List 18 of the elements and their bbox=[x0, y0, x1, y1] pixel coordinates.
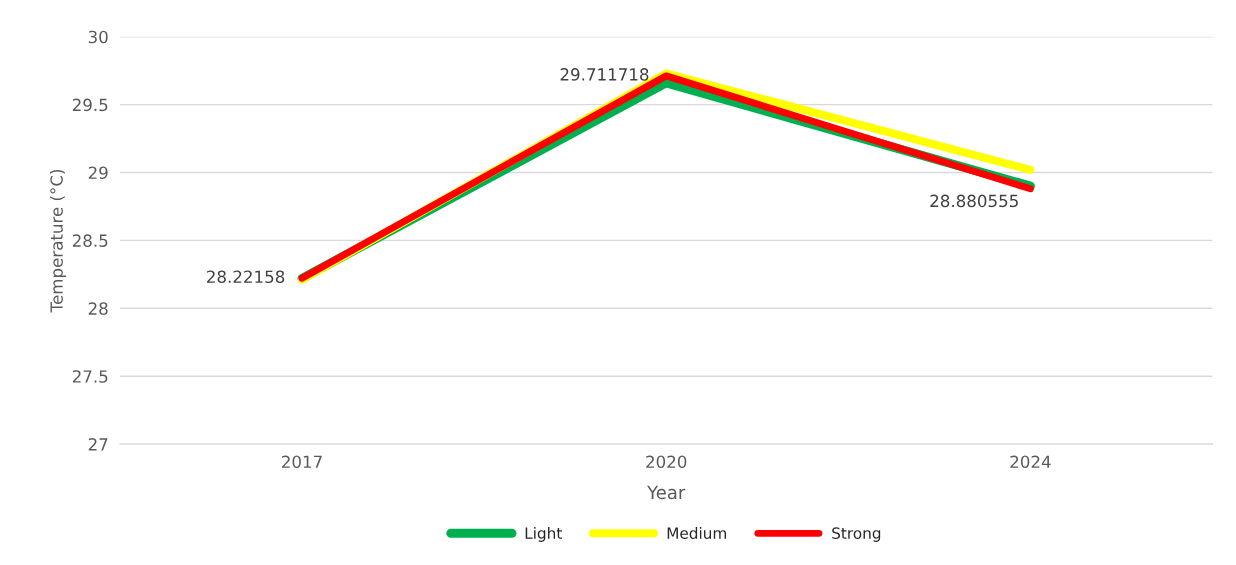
x-axis-title: Year bbox=[647, 485, 686, 500]
y-tick-label: 28.5 bbox=[72, 234, 108, 247]
y-tick-label: 27.5 bbox=[72, 370, 108, 383]
x-tick-label: 2024 bbox=[1010, 455, 1051, 469]
y-tick-label: 29.5 bbox=[72, 98, 108, 112]
y-tick-label: 29 bbox=[88, 166, 108, 180]
y-axis-title: Temperature (°C) bbox=[50, 169, 67, 313]
legend-label: Light bbox=[525, 527, 562, 542]
y-tick-label: 27 bbox=[88, 438, 108, 451]
y-tick-label: 28 bbox=[88, 302, 108, 315]
legend-label: Medium bbox=[667, 527, 726, 539]
legend-label: Strong bbox=[832, 527, 881, 542]
data-label: 28.22158 bbox=[207, 270, 285, 284]
x-tick-label: 2020 bbox=[646, 455, 687, 469]
data-label: 29.711718 bbox=[560, 68, 649, 81]
x-tick-label: 2017 bbox=[282, 455, 322, 469]
y-tick-label: 30 bbox=[88, 30, 108, 44]
data-label: 28.880555 bbox=[930, 194, 1018, 208]
